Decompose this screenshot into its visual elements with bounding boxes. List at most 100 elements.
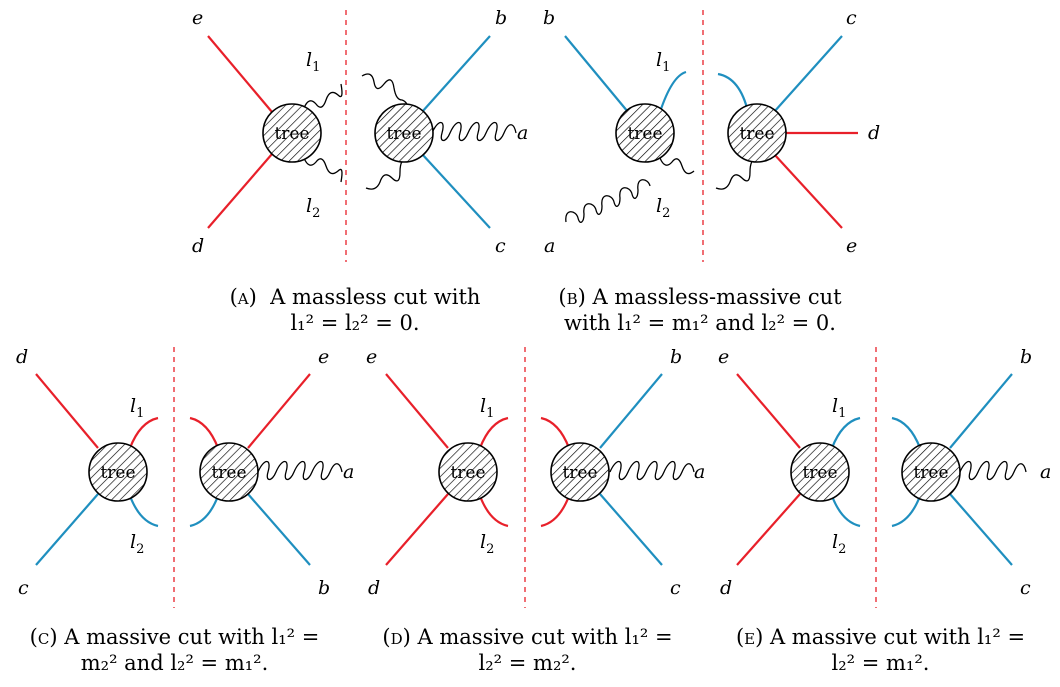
massive-l2-right [540, 495, 571, 528]
label-a: a [343, 461, 354, 483]
label-a: a [1040, 461, 1051, 483]
leg-e [385, 373, 449, 449]
caption-b-line1: (b) A massless-massive cut [530, 284, 870, 310]
label-l2: l2 [656, 195, 670, 221]
massive-l2 [830, 495, 861, 528]
label-l1: l1 [130, 395, 144, 421]
tree-label: tree [100, 463, 135, 483]
tree-label: tree [386, 124, 421, 144]
tree-label: tree [627, 124, 662, 144]
label-c: c [495, 235, 506, 257]
caption-d-line2: l₂² = m₂². [478, 651, 577, 675]
label-b: b [1020, 346, 1032, 368]
tree-blob-a-left [262, 103, 322, 163]
label-c: c [670, 577, 681, 599]
label-a: a [544, 235, 555, 257]
panel-a: tree e d l1 l2 tree b c a [192, 7, 528, 262]
label-b: b [543, 7, 555, 29]
leg-b [949, 373, 1013, 449]
label-l1: l1 [480, 395, 494, 421]
tree-blob-b-left [615, 103, 675, 163]
label-d: d [368, 577, 380, 599]
caption-text: A massive cut with l₁² = [64, 625, 320, 649]
massive-l1-right [717, 72, 750, 113]
panel-c: tree d c l1 l2 tree e b a [16, 346, 354, 608]
tree-blob-c-left [88, 442, 148, 502]
label-l2: l2 [832, 531, 846, 557]
tree-blob-d-left [438, 442, 498, 502]
gluon-l2 [303, 157, 343, 183]
caption-e-line1: (e) A massive cut with l₁² = [708, 624, 1053, 650]
leg-d [736, 493, 801, 566]
tree-label: tree [211, 463, 246, 483]
label-d: d [16, 346, 28, 368]
caption-c-line1: (c) A massive cut with l₁² = [2, 624, 347, 650]
label-d: d [868, 122, 880, 144]
leg-d [385, 493, 449, 566]
caption-b: (b) A massless-massive cut with l₁² = m₁… [530, 284, 870, 336]
massive-l1 [128, 416, 159, 449]
label-b: b [318, 577, 330, 599]
caption-text: A massive cut with l₁² = [769, 625, 1026, 649]
caption-e: (e) A massive cut with l₁² = l₂² = m₁². [708, 624, 1053, 676]
label-e: e [718, 346, 729, 368]
massive-l1-right [540, 416, 571, 449]
caption-c-line2: m₂² and l₂² = m₁². [80, 651, 269, 675]
label-e: e [846, 235, 857, 257]
tree-label: tree [274, 124, 309, 144]
massive-l1 [830, 416, 861, 449]
caption-tag: (e) [735, 625, 764, 649]
caption-tag: (c) [29, 625, 58, 649]
panel-b: tree b a l1 l2 tree c d e [543, 7, 880, 262]
label-l1: l1 [306, 49, 320, 75]
leg-e [207, 35, 273, 113]
massive-l2 [128, 495, 159, 528]
tree-blob-b-right [727, 103, 787, 163]
label-b: b [670, 346, 682, 368]
gluon-a [609, 460, 695, 481]
label-l1: l1 [656, 49, 670, 75]
caption-d: (d) A massive cut with l₁² = l₂² = m₂². [355, 624, 700, 676]
gluon-l1 [303, 83, 343, 109]
leg-d [207, 153, 273, 229]
leg-d [35, 373, 99, 449]
caption-tag: (a) [229, 285, 257, 309]
panel-e: tree e d l1 l2 tree b c a [718, 346, 1051, 608]
leg-c [773, 35, 843, 113]
massive-l1 [658, 70, 687, 113]
caption-tag: (b) [558, 285, 586, 309]
label-e: e [366, 346, 377, 368]
leg-c [599, 493, 663, 566]
tree-label: tree [450, 463, 485, 483]
leg-c [949, 493, 1013, 566]
leg-c [421, 153, 491, 229]
massive-l2-right [189, 495, 220, 528]
caption-b-line2: with l₁² = m₁² and l₂² = 0. [564, 311, 836, 335]
leg-b [421, 35, 491, 113]
massive-l2 [478, 495, 509, 528]
massive-l1 [478, 416, 509, 449]
label-d: d [192, 235, 204, 257]
tree-label: tree [802, 463, 837, 483]
caption-d-line1: (d) A massive cut with l₁² = [355, 624, 700, 650]
leg-c [35, 493, 99, 566]
tree-blob-d-right [550, 442, 610, 502]
leg-b [247, 493, 311, 566]
leg-e [247, 373, 311, 449]
caption-a: (a) A massless cut with l₁² = l₂² = 0. [185, 284, 525, 336]
gluon-cut-l1 [361, 73, 409, 111]
label-e: e [192, 7, 203, 29]
caption-tag: (d) [382, 625, 411, 649]
label-a: a [517, 122, 528, 144]
leg-e [736, 373, 801, 449]
label-a: a [694, 461, 705, 483]
label-l2: l2 [130, 531, 144, 557]
tree-label: tree [913, 463, 948, 483]
massive-l1-right [189, 416, 220, 449]
label-c: c [846, 7, 857, 29]
tree-blob-e-right [901, 442, 961, 502]
gluon-a [431, 121, 517, 142]
tree-blob-c-right [199, 442, 259, 502]
panel-d: tree e d l1 l2 tree b c a [366, 346, 705, 608]
